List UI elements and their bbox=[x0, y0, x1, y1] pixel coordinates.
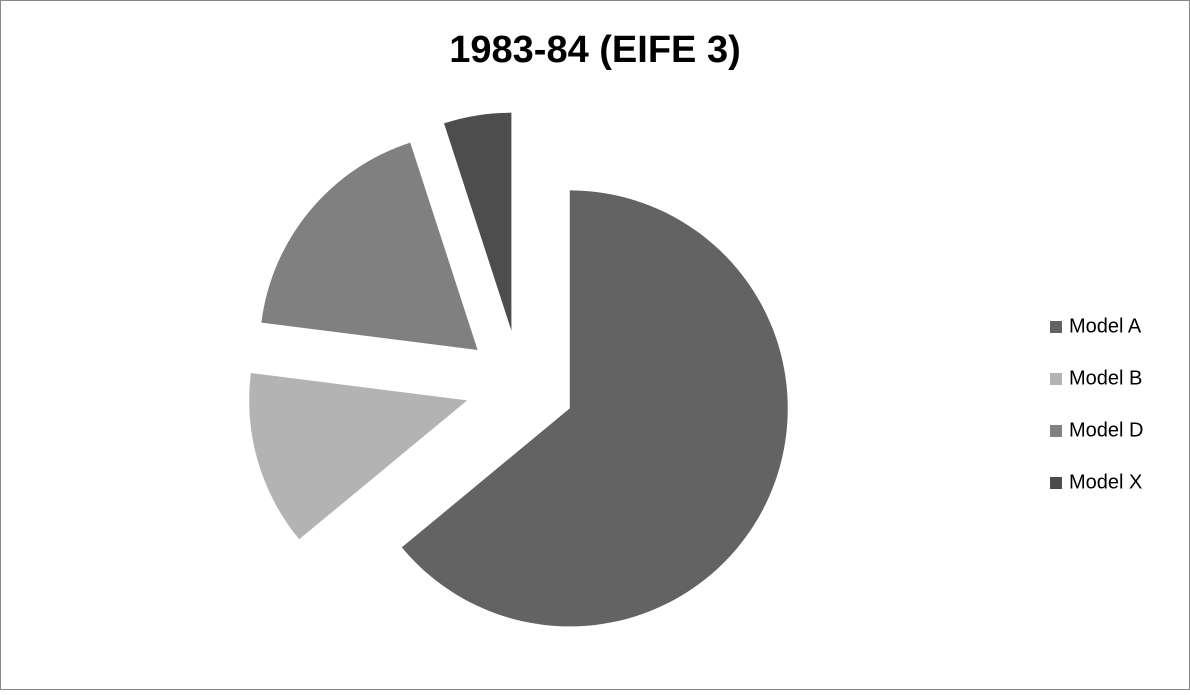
pie-slice bbox=[249, 373, 468, 540]
pie-slice bbox=[261, 142, 478, 350]
legend-swatch bbox=[1050, 425, 1062, 437]
pie-slice bbox=[401, 190, 788, 627]
chart-title: 1983-84 (EIFE 3) bbox=[449, 29, 740, 71]
legend-swatch bbox=[1050, 477, 1062, 489]
legend-swatch bbox=[1050, 373, 1062, 385]
legend-label: Model A bbox=[1069, 315, 1142, 337]
legend-swatch bbox=[1050, 321, 1062, 333]
legend-label: Model X bbox=[1069, 471, 1142, 493]
pie-slice bbox=[444, 112, 512, 331]
legend-label: Model B bbox=[1069, 367, 1142, 389]
legend-label: Model D bbox=[1069, 419, 1143, 441]
